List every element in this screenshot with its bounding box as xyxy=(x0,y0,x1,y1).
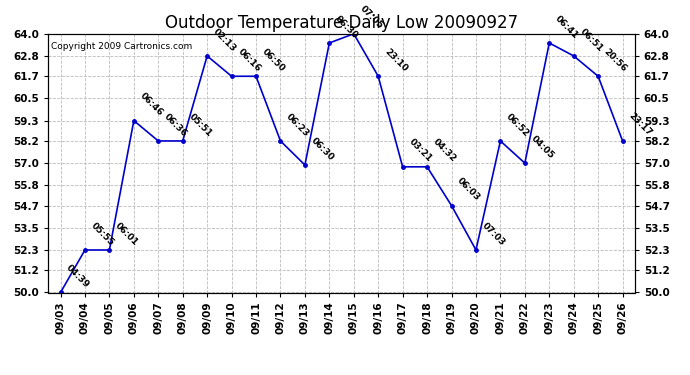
Text: 23:17: 23:17 xyxy=(627,111,653,138)
Text: 23:10: 23:10 xyxy=(382,47,409,74)
Text: 04:39: 04:39 xyxy=(65,263,91,290)
Text: 04:32: 04:32 xyxy=(431,138,458,164)
Text: 06:52: 06:52 xyxy=(504,112,531,138)
Text: Copyright 2009 Cartronics.com: Copyright 2009 Cartronics.com xyxy=(51,42,193,51)
Text: 06:16: 06:16 xyxy=(236,47,262,74)
Text: 06:30: 06:30 xyxy=(333,14,360,40)
Text: 20:56: 20:56 xyxy=(602,47,629,74)
Text: 04:05: 04:05 xyxy=(529,134,555,160)
Text: 06:51: 06:51 xyxy=(578,27,604,53)
Text: 07:05: 07:05 xyxy=(358,4,384,31)
Text: 06:46: 06:46 xyxy=(138,91,165,118)
Text: 02:13: 02:13 xyxy=(211,27,238,53)
Text: 06:50: 06:50 xyxy=(260,47,286,74)
Text: 06:30: 06:30 xyxy=(309,136,335,162)
Text: 05:51: 05:51 xyxy=(187,112,213,138)
Text: 07:03: 07:03 xyxy=(480,221,506,247)
Text: 06:23: 06:23 xyxy=(284,112,311,138)
Text: 03:21: 03:21 xyxy=(407,138,433,164)
Text: 06:36: 06:36 xyxy=(162,112,189,138)
Text: 06:41: 06:41 xyxy=(553,13,580,40)
Text: 05:55: 05:55 xyxy=(89,221,116,247)
Text: 06:01: 06:01 xyxy=(114,221,140,247)
Title: Outdoor Temperature Daily Low 20090927: Outdoor Temperature Daily Low 20090927 xyxy=(165,14,518,32)
Text: 06:03: 06:03 xyxy=(455,176,482,203)
